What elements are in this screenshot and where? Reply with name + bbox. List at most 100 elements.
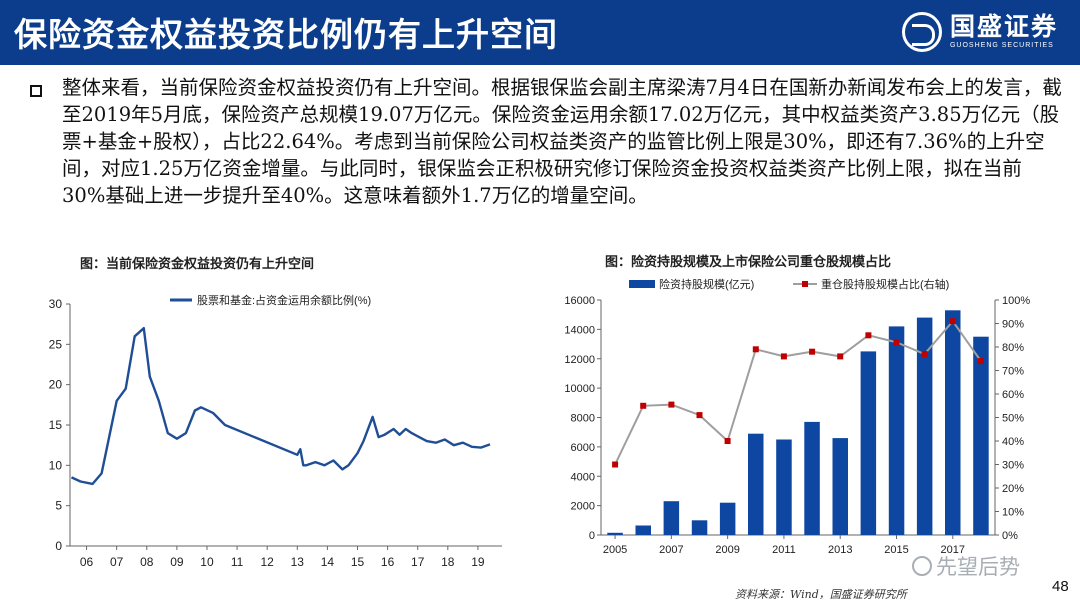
bar-2011 <box>776 439 792 535</box>
right-y-tick-label: 80% <box>1002 342 1024 354</box>
left-y-tick-label: 6000 <box>571 442 595 454</box>
bar-2018 <box>973 336 989 535</box>
legend-swatch-marker <box>802 281 808 287</box>
line-marker-2012 <box>809 348 816 355</box>
x-tick-label: 2007 <box>659 544 683 556</box>
y-tick-label: 20 <box>49 378 63 392</box>
left-y-tick-label: 10000 <box>564 383 595 395</box>
x-tick-label: 2011 <box>772 544 796 556</box>
line-marker-2010 <box>752 346 759 353</box>
line-marker-2011 <box>780 353 787 360</box>
right-y-tick-label: 30% <box>1002 460 1024 472</box>
bullet-square-icon <box>30 85 42 97</box>
right-y-tick-label: 70% <box>1002 366 1024 378</box>
line-marker-2006 <box>640 402 647 409</box>
logo-subtitle: GUOSHENG SECURITIES <box>949 42 1054 49</box>
x-tick-label: 11 <box>231 555 244 569</box>
legend-label: 股票和基金:占资金运用余额比例(%) <box>197 293 371 307</box>
right-y-tick-label: 60% <box>1002 389 1024 401</box>
line-marker-2016 <box>921 351 928 357</box>
x-tick-label: 2017 <box>941 544 965 556</box>
line-marker-2008 <box>696 412 703 419</box>
right-y-tick-label: 0% <box>1002 530 1018 542</box>
right-y-tick-label: 50% <box>1002 413 1024 425</box>
watermark: 先望后势 <box>912 551 1020 581</box>
bar-2012 <box>804 421 820 535</box>
page-number: 48 <box>1052 578 1069 595</box>
right-y-tick-label: 100% <box>1002 295 1030 307</box>
bar-2015 <box>888 326 905 535</box>
body-paragraph: 整体来看，当前保险资金权益投资仍有上升空间。根据银保监会副主席梁涛7月4日在国新… <box>62 76 1062 207</box>
watermark-text: 先望后势 <box>936 555 1020 579</box>
logo-icon <box>901 12 942 52</box>
y-tick-label: 0 <box>55 539 62 553</box>
y-tick-label: 10 <box>49 458 63 472</box>
x-tick-label: 09 <box>170 555 184 569</box>
left-y-tick-label: 8000 <box>571 413 595 425</box>
line-marker-2009 <box>724 438 731 444</box>
company-logo: 国盛证券 GUOSHENG SECURITIES <box>901 8 1058 56</box>
bar-2008 <box>691 520 708 535</box>
left-y-tick-label: 16000 <box>564 295 595 307</box>
bar-2017 <box>945 310 961 535</box>
line-marker-2015 <box>893 339 900 346</box>
legend-swatch-bar <box>629 280 655 288</box>
left-y-tick-label: 0 <box>589 530 595 542</box>
left-chart-caption: 图：当前保险资金权益投资仍有上升空间 <box>80 257 315 272</box>
y-tick-label: 25 <box>49 337 63 351</box>
bar-2013 <box>832 438 848 535</box>
y-tick-label: 30 <box>49 297 63 311</box>
bar-2007 <box>663 501 680 535</box>
right-chart-caption: 图：险资持股规模及上市保险公司重仓股规模占比 <box>605 255 892 270</box>
bar-2016 <box>916 317 933 535</box>
x-tick-label: 14 <box>321 555 335 569</box>
line-marker-2017 <box>949 318 956 325</box>
x-tick-label: 15 <box>351 555 365 569</box>
line-marker-2018 <box>977 358 984 365</box>
series-line-equity-ratio <box>71 327 491 486</box>
left-y-tick-label: 12000 <box>564 354 595 366</box>
left-y-tick-label: 2000 <box>571 501 595 513</box>
x-tick-label: 06 <box>80 555 94 569</box>
line-marker-2014 <box>865 332 872 339</box>
bar-2005 <box>607 532 623 535</box>
watermark-icon <box>912 556 932 576</box>
left-y-tick-label: 14000 <box>564 324 595 336</box>
bar-2010 <box>748 433 764 535</box>
x-tick-label: 16 <box>381 555 395 569</box>
left-y-tick-label: 4000 <box>571 471 595 483</box>
right-y-tick-label: 90% <box>1002 319 1024 331</box>
x-tick-label: 19 <box>471 555 485 569</box>
x-tick-label: 2015 <box>884 544 908 556</box>
x-tick-label: 08 <box>140 555 154 569</box>
slide-title: 保险资金权益投资比例仍有上升空间 <box>14 15 558 54</box>
legend-label-bar: 险资持股规模(亿元) <box>659 277 754 291</box>
y-tick-label: 15 <box>49 418 63 432</box>
right-y-tick-label: 20% <box>1002 483 1024 495</box>
line-marker-2007 <box>668 401 675 408</box>
x-tick-label: 2009 <box>715 544 739 556</box>
x-tick-label: 12 <box>261 555 275 569</box>
x-tick-label: 2005 <box>603 544 627 556</box>
x-tick-label: 10 <box>200 555 214 569</box>
x-tick-label: 18 <box>441 555 455 569</box>
x-tick-label: 07 <box>110 555 124 569</box>
line-marker-2013 <box>837 353 844 360</box>
bar-2014 <box>860 351 877 535</box>
slide-header: 保险资金权益投资比例仍有上升空间 国盛证券 GUOSHENG SECURITIE… <box>0 0 1080 65</box>
logo-name: 国盛证券 <box>949 12 1058 41</box>
y-tick-label: 5 <box>55 499 62 513</box>
source-note: 资料来源：Wind，国盛证券研究所 <box>735 588 907 601</box>
right-y-tick-label: 10% <box>1002 507 1024 519</box>
right-combo-chart: 0 2000 4000 6000 8000 10000 12000 14000 16000 0% 1… <box>564 277 1030 556</box>
left-line-chart: 0 5 10 15 20 25 30 06 07 08 09 10 11 12 13 14 15 16 17 18 19… <box>49 293 502 569</box>
legend-label-line: 重仓股持股规模占比(右轴) <box>821 277 949 291</box>
bar-2006 <box>635 525 651 535</box>
x-tick-label: 13 <box>291 555 305 569</box>
x-tick-label: 17 <box>411 555 425 569</box>
bar-2009 <box>719 502 736 535</box>
right-y-tick-label: 40% <box>1002 436 1024 448</box>
line-marker-2005 <box>612 461 619 468</box>
series-line-heavy-holding-ratio <box>614 319 982 465</box>
x-tick-label: 2013 <box>828 544 852 556</box>
